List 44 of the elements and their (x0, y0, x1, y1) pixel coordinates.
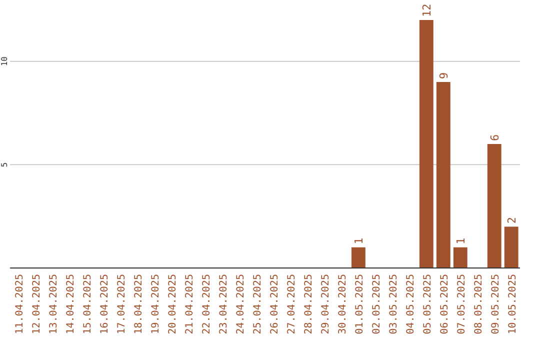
x-tick-label: 24.04.2025 (236, 274, 247, 334)
x-tick-label: 26.04.2025 (269, 274, 280, 334)
x-tick-label: 28.04.2025 (303, 274, 314, 334)
y-tick-label: 10 (0, 56, 9, 66)
x-tick-label: 04.05.2025 (405, 274, 416, 334)
x-tick-label: 01.05.2025 (354, 274, 366, 334)
x-tick-label: 20.04.2025 (168, 274, 179, 334)
x-tick-label: 27.04.2025 (286, 274, 298, 334)
bar (487, 144, 502, 268)
x-tick-label: 13.04.2025 (48, 274, 60, 334)
data-label: 1 (352, 238, 366, 244)
bar (351, 247, 366, 268)
x-tick-label: 08.05.2025 (473, 274, 484, 334)
y-tick-label: 5 (0, 162, 9, 168)
x-tick-label: 09.05.2025 (490, 274, 502, 334)
data-label: 1 (454, 238, 468, 244)
x-tick-label: 17.04.2025 (116, 274, 128, 334)
x-tick-label: 15.04.2025 (82, 274, 94, 334)
x-tick-label: 30.04.2025 (337, 274, 348, 334)
x-tick-label: 16.04.2025 (100, 274, 111, 334)
x-tick-label: 18.04.2025 (134, 274, 145, 334)
x-tick-label: 07.05.2025 (456, 274, 468, 334)
x-tick-label: 05.05.2025 (422, 274, 434, 334)
x-tick-label: 25.04.2025 (252, 274, 264, 334)
x-tick-label: 06.05.2025 (439, 274, 450, 334)
data-label: 9 (437, 72, 450, 79)
bar (504, 226, 518, 268)
x-tick-label: 29.04.2025 (320, 274, 332, 334)
x-tick-label: 19.04.2025 (150, 274, 162, 334)
x-tick-label: 10.05.2025 (507, 274, 518, 334)
data-label: 2 (505, 217, 518, 224)
x-tick-label: 14.04.2025 (66, 274, 77, 334)
bar (453, 247, 468, 268)
data-label: 12 (420, 4, 434, 17)
x-tick-label: 02.05.2025 (371, 274, 382, 334)
data-label: 6 (488, 134, 502, 141)
x-tick-label: 12.04.2025 (32, 274, 43, 334)
x-tick-label: 03.05.2025 (388, 274, 400, 334)
x-tick-label: 22.04.2025 (202, 274, 213, 334)
bar (436, 82, 450, 268)
x-tick-label: 21.04.2025 (184, 274, 196, 334)
x-tick-label: 11.04.2025 (14, 274, 26, 334)
x-tick-label: 23.04.2025 (218, 274, 230, 334)
bar (419, 20, 434, 268)
